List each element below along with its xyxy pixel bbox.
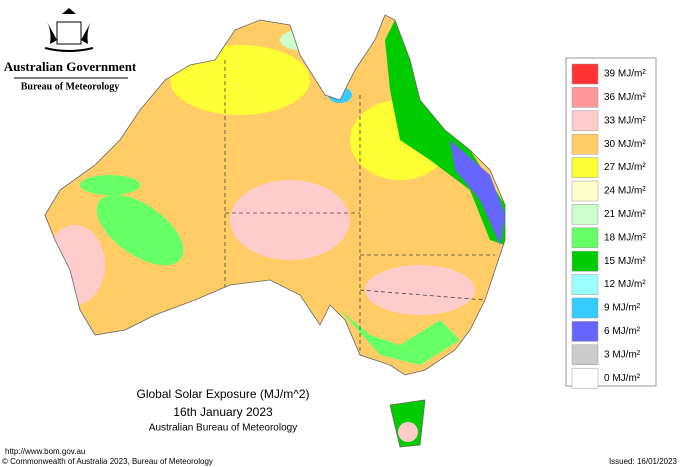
coastline — [44, 14, 506, 448]
government-name: Australian Government — [4, 59, 137, 74]
legend-swatch — [571, 297, 599, 319]
url: http://www.bom.gov.au — [5, 447, 85, 456]
state-borders — [224, 60, 495, 355]
legend-label: 27 MJ/m² — [604, 162, 646, 173]
crest — [44, 8, 94, 52]
legend-swatch — [571, 250, 599, 272]
legend: 39 MJ/m² 36 MJ/m² 33 MJ/m² 30 MJ/m² 27 MJ/m²… — [571, 63, 646, 389]
map-date: 16th January 2023 — [173, 405, 273, 419]
legend-swatch — [571, 344, 599, 366]
legend-swatch — [571, 133, 599, 155]
legend-label: 39 MJ/m² — [604, 69, 646, 80]
legend-label: 21 MJ/m² — [604, 209, 646, 220]
legend-swatch — [571, 157, 599, 178]
legend-label: 9 MJ/m² — [604, 303, 641, 314]
legend-swatch — [571, 367, 599, 389]
legend-swatch — [571, 87, 599, 108]
legend-label: 18 MJ/m² — [604, 232, 646, 243]
legend-swatch — [571, 274, 599, 295]
legend-label: 0 MJ/m² — [604, 373, 641, 384]
legend-label: 36 MJ/m² — [604, 92, 646, 103]
legend-label: 24 MJ/m² — [604, 186, 646, 197]
legend-swatch — [571, 63, 599, 85]
map-source: Australian Bureau of Meteorology — [149, 423, 297, 434]
legend-swatch — [571, 321, 599, 342]
copyright: © Commonwealth of Australia 2023, Bureau… — [2, 457, 213, 466]
legend-swatch — [571, 180, 599, 202]
legend-label: 12 MJ/m² — [604, 279, 646, 290]
issued-date: Issued: 16/01/2023 — [609, 457, 678, 466]
legend-swatch — [571, 227, 599, 249]
map-title: Global Solar Exposure (MJ/m^2) — [136, 387, 309, 401]
legend-label: 15 MJ/m² — [604, 256, 646, 267]
legend-label: 6 MJ/m² — [604, 326, 641, 337]
agency-name: Bureau of Meteorology — [21, 81, 120, 92]
legend-swatch — [571, 204, 599, 225]
legend-label: 33 MJ/m² — [604, 115, 646, 126]
legend-swatch — [571, 110, 599, 132]
legend-label: 30 MJ/m² — [604, 139, 646, 150]
legend-label: 3 MJ/m² — [604, 349, 641, 360]
